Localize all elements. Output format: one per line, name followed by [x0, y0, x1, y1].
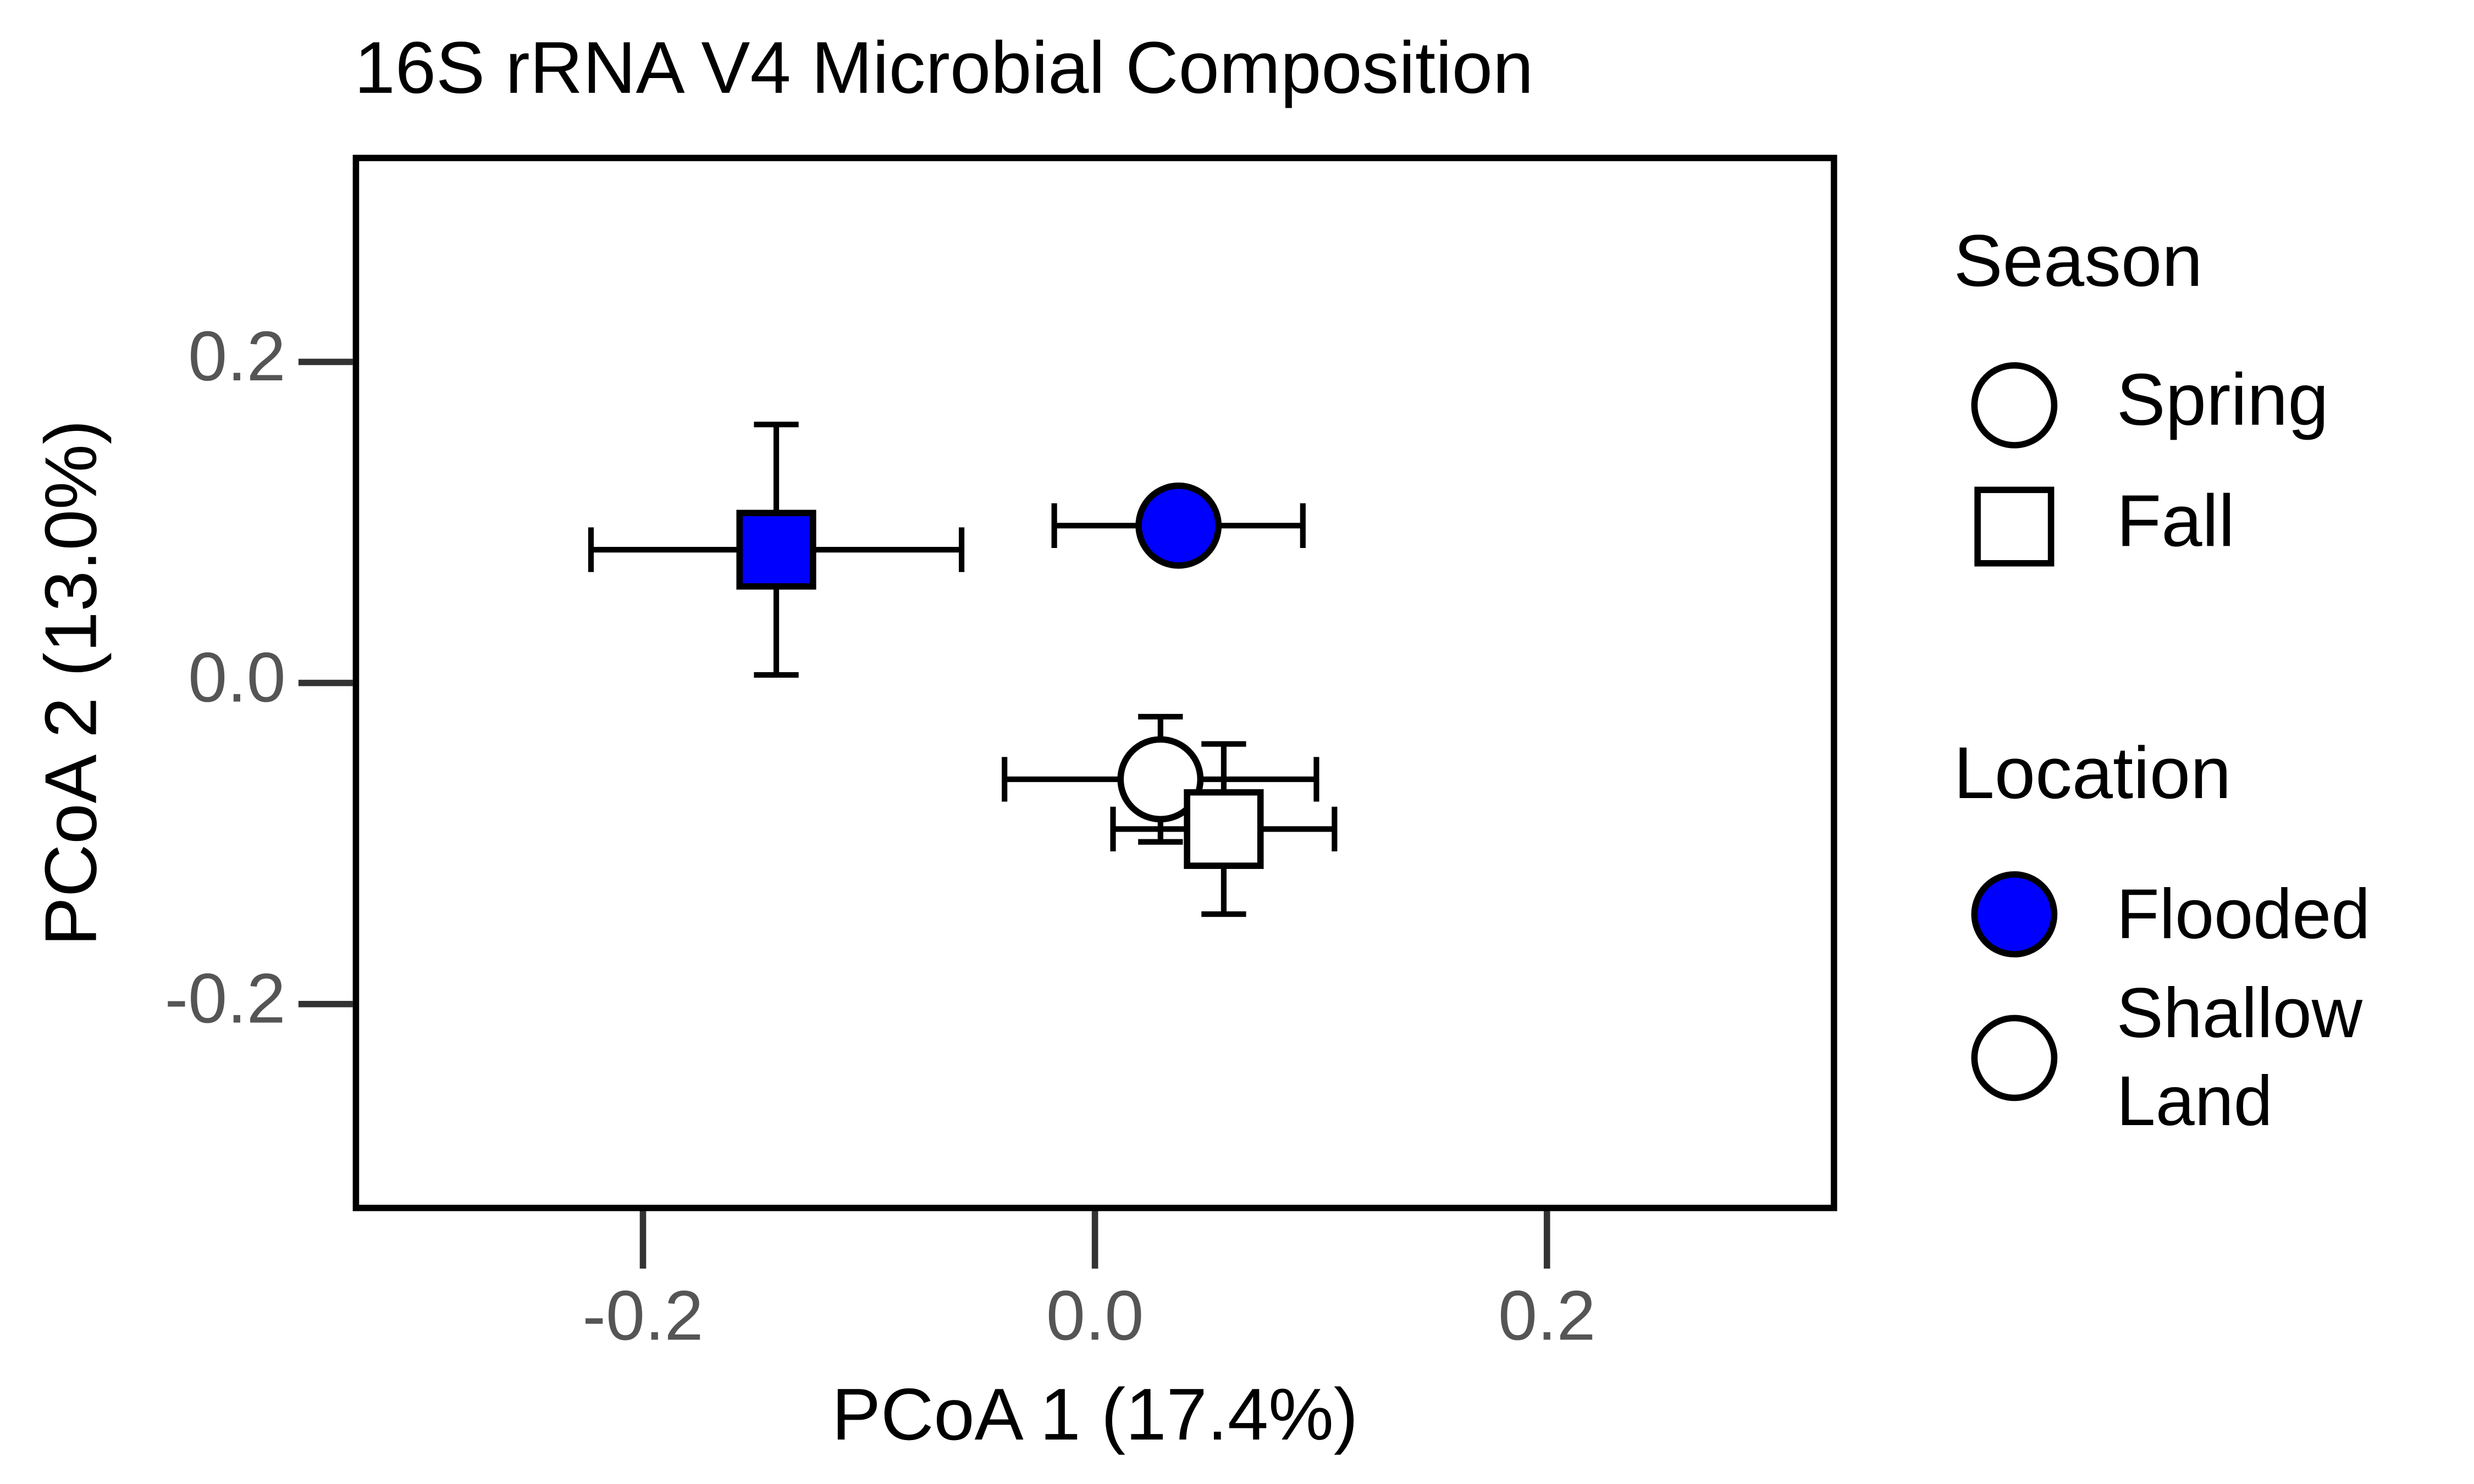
- point: [736, 510, 816, 590]
- legend-marker: [1971, 871, 2058, 957]
- point: [1135, 482, 1222, 569]
- x-tick-label: 0.0: [1046, 1277, 1144, 1355]
- y-tick-label: 0.2: [188, 317, 286, 396]
- x-axis-label: PCoA 1 (17.4%): [832, 1374, 1358, 1455]
- legend-label: Fall: [2117, 480, 2235, 562]
- legend-marker: [1971, 1015, 2058, 1101]
- chart-title: 16S rRNA V4 Microbial Composition: [355, 27, 1534, 109]
- point: [1184, 789, 1264, 869]
- legend-title: Season: [1954, 220, 2203, 302]
- legend-title: Location: [1954, 732, 2232, 814]
- x-tick-label: 0.2: [1498, 1277, 1596, 1355]
- x-tick-label: -0.2: [582, 1277, 703, 1355]
- legend-marker: [1974, 486, 2055, 567]
- legend-label-box: Shallow Land: [2116, 974, 2363, 1141]
- y-tick-label: 0.0: [188, 638, 286, 717]
- plot-frame: [352, 154, 1837, 1211]
- y-axis-label: PCoA 2 (13.0%): [30, 420, 112, 946]
- legend-label-box: Flooded: [2116, 875, 2371, 954]
- point: [1117, 736, 1204, 823]
- y-tick-label: -0.2: [165, 960, 286, 1038]
- legend-marker: [1971, 362, 2058, 448]
- legend-label: Flooded: [2116, 875, 2371, 954]
- legend-label: Shallow Land: [2116, 974, 2363, 1141]
- legend-label: Spring: [2117, 359, 2329, 441]
